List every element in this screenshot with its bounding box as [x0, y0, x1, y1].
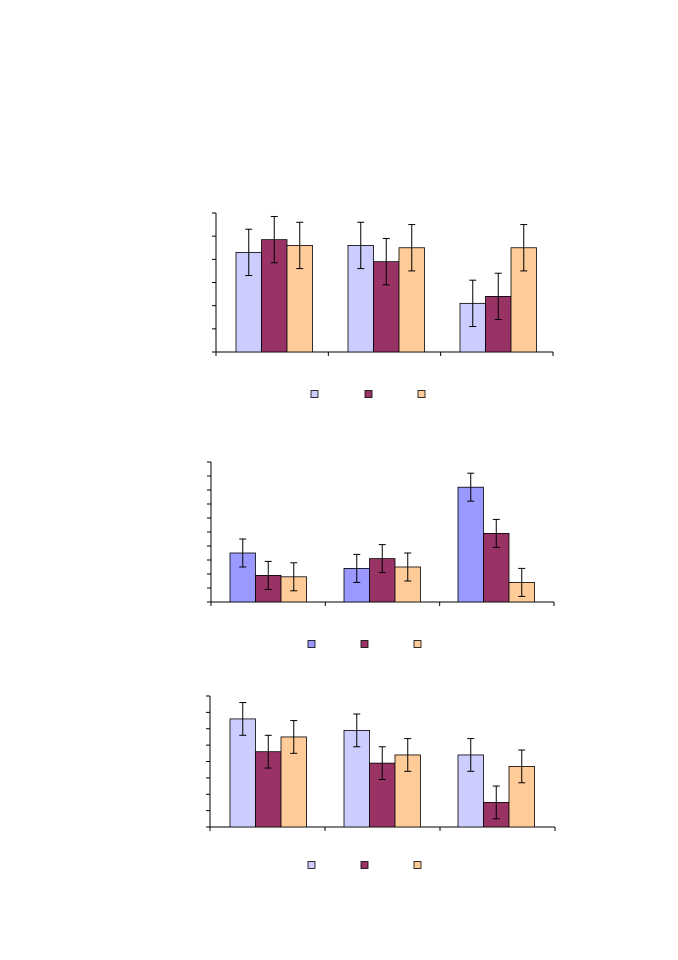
legend-swatch-series-1	[307, 861, 316, 869]
legend-swatch-series-3	[417, 390, 426, 398]
legend-swatch-series-3	[413, 861, 422, 869]
chart-1	[212, 212, 554, 398]
legend-swatch-series-3	[413, 640, 422, 648]
legend-swatch-series-2	[360, 640, 369, 648]
chart-3	[206, 695, 556, 869]
bar-series-1-group-3	[457, 486, 484, 603]
legend-swatch-series-1	[310, 390, 319, 398]
legend-swatch-series-2	[364, 390, 373, 398]
legend-swatch-series-2	[360, 861, 369, 869]
chart-2	[207, 461, 555, 648]
legend-swatch-series-1	[307, 640, 316, 648]
bar-series-1-group-1	[229, 718, 256, 828]
